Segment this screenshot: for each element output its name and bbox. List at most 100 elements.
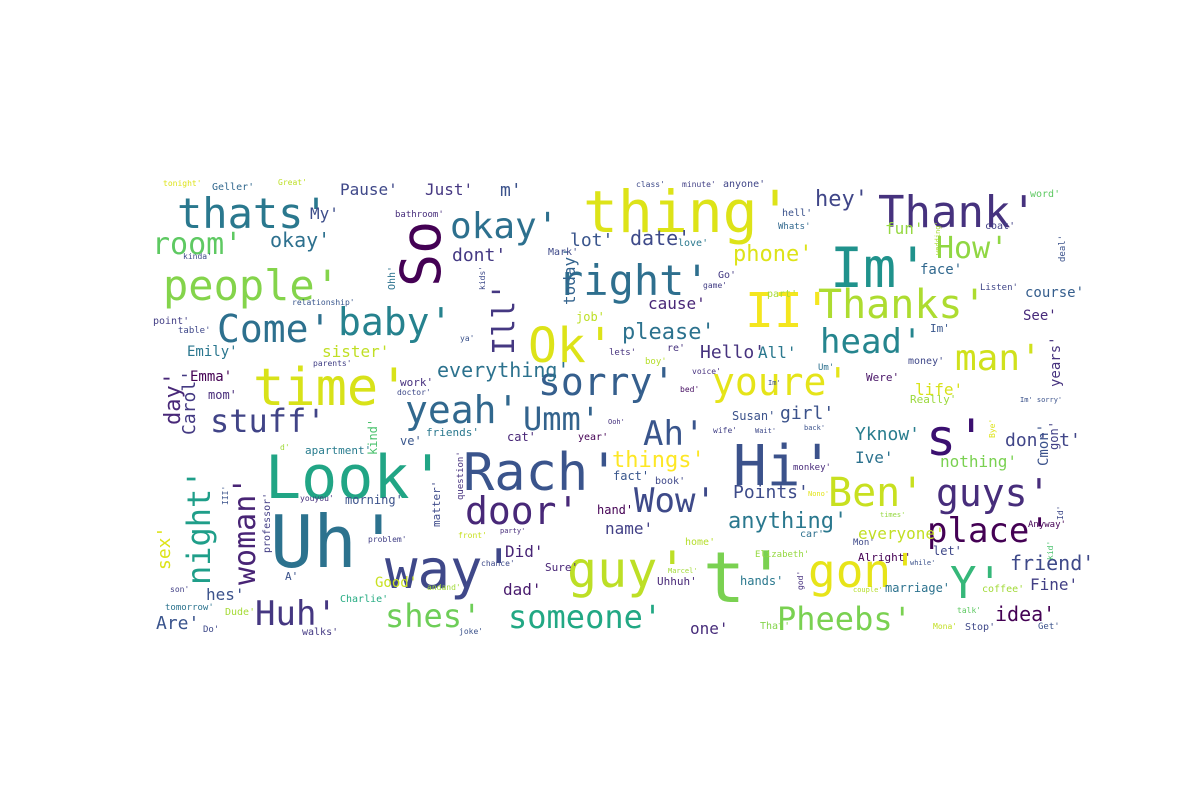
word-138: hell'	[782, 208, 812, 219]
word-133: bed'	[680, 385, 699, 394]
word-59: date'	[630, 226, 690, 250]
word-143: coat'	[985, 221, 1015, 232]
word-72: Are'	[156, 613, 199, 634]
word-2: t'	[703, 537, 787, 619]
word-154: kinda'	[183, 252, 212, 261]
word-107: tomorrow'	[165, 603, 214, 613]
word-89: Emily'	[187, 344, 238, 360]
word-151: Geller'	[212, 182, 254, 193]
word-162: cat'	[507, 430, 536, 444]
word-18: people'	[163, 261, 340, 310]
word-32: place'	[927, 511, 1050, 551]
word-15: Y'	[950, 558, 1003, 609]
word-27: Come'	[217, 307, 331, 351]
word-88: sister'	[322, 342, 389, 361]
word-157: table'	[178, 326, 211, 336]
word-181: back'	[804, 424, 825, 432]
word-7: time'	[253, 358, 410, 418]
word-37: someone'	[508, 598, 662, 636]
word-197: Im'	[768, 379, 781, 387]
word-13: gon'	[808, 544, 919, 598]
word-101: Good'	[375, 575, 417, 591]
word-4: Hi'	[733, 434, 834, 499]
word-69: nothing'	[940, 452, 1017, 471]
word-106: walks'	[302, 627, 338, 638]
word-86: Pause'	[340, 180, 398, 199]
word-164: d'	[280, 443, 290, 452]
word-165: III'	[221, 486, 230, 505]
word-124: Susan'	[732, 409, 775, 423]
word-94: friends'	[426, 426, 479, 439]
word-111: home'	[685, 537, 715, 548]
word-102: A'	[285, 570, 298, 583]
word-110: hands'	[740, 574, 783, 588]
word-10: Rach'	[463, 443, 620, 503]
word-74: one'	[690, 619, 729, 638]
word-125: Really'	[910, 393, 956, 406]
word-171: front'	[458, 531, 487, 540]
word-21: youre'	[712, 360, 849, 404]
word-98: hand'	[597, 503, 633, 517]
word-96: morning'	[345, 493, 403, 507]
word-1: Look'	[265, 443, 446, 513]
word-103: Charlie'	[340, 594, 388, 605]
word-75: dad'	[503, 580, 542, 599]
word-119: Get'	[1038, 622, 1060, 632]
word-178: Ooh'	[608, 418, 625, 426]
word-182: monkey'	[793, 463, 831, 473]
word-166: youyou'	[300, 494, 334, 503]
word-192: Im' sorry'	[1020, 396, 1062, 404]
word-68: Ive'	[855, 448, 894, 467]
word-55: day'	[161, 372, 186, 425]
word-77: Fine'	[1030, 575, 1078, 594]
word-105: Do'	[203, 625, 219, 635]
word-198: wedding'	[934, 221, 942, 255]
word-147: game'	[703, 281, 727, 290]
word-62: today'	[560, 247, 579, 305]
word-26: yeah'	[405, 388, 519, 432]
word-174: joke'	[459, 627, 483, 636]
word-40: stuff'	[210, 402, 326, 440]
word-41: night'	[180, 469, 218, 585]
word-100: Sure'	[545, 561, 578, 574]
word-173: chance'	[481, 559, 515, 568]
word-129: lets'	[609, 348, 636, 358]
word-71: everyone'	[858, 524, 945, 543]
word-139: Whats'	[778, 222, 811, 232]
word-25: sorry'	[538, 360, 675, 404]
word-187: times'	[880, 511, 905, 519]
word-112: Elizabeth'	[755, 550, 809, 560]
word-140: anyone'	[723, 179, 765, 190]
word-60: lot'	[570, 230, 613, 251]
word-80: course'	[1025, 285, 1084, 301]
word-51: hey'	[815, 187, 868, 212]
word-113: Mon'	[853, 538, 875, 548]
word-82: life'	[915, 380, 963, 399]
word-170: andand'	[427, 583, 461, 592]
word-134: voice'	[692, 367, 721, 376]
word-177: year'	[578, 432, 608, 443]
word-35: Huh'	[255, 594, 337, 634]
word-90: Emma'	[190, 369, 232, 385]
word-50: Points'	[733, 482, 809, 503]
word-28: baby'	[338, 300, 452, 344]
word-0: Uh'	[270, 500, 400, 584]
word-14: s'	[926, 409, 986, 467]
word-20: Thanks'	[818, 282, 987, 328]
word-156: point'	[153, 316, 189, 327]
word-118: Stop'	[965, 622, 995, 633]
word-117: talk'	[957, 606, 981, 615]
word-57: sex'	[154, 527, 175, 570]
word-188: Anyway'	[1028, 520, 1066, 530]
word-33: Wow'	[634, 481, 716, 521]
word-108: son'	[170, 585, 189, 594]
word-159: ya'	[460, 334, 474, 343]
word-76: Did'	[505, 542, 544, 561]
word-45: room'	[152, 227, 242, 262]
word-65: All'	[758, 343, 797, 362]
word-104: Dude'	[225, 607, 255, 618]
word-38: Pheebs'	[777, 600, 912, 638]
word-186: while'	[910, 559, 935, 567]
word-63: dont'	[452, 245, 506, 266]
